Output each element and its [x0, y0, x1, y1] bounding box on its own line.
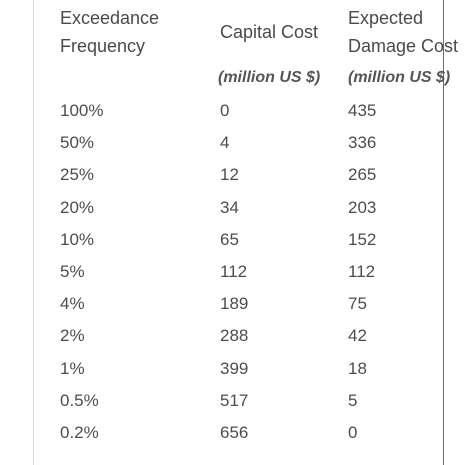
- cell-expected-damage-cost: 5: [348, 390, 358, 410]
- table-row: 2% 288 42: [0, 320, 474, 352]
- right-border: [443, 0, 444, 465]
- table-row: 25% 12 265: [0, 159, 474, 191]
- cell-expected-damage-cost: 435: [348, 101, 377, 120]
- cell-exceedance-frequency: 2%: [60, 326, 85, 346]
- table-row: 5% 112 112: [0, 256, 474, 288]
- left-border: [33, 0, 34, 465]
- cell-exceedance-frequency: 100%: [60, 101, 104, 120]
- cell-expected-damage-cost: 18: [348, 358, 367, 378]
- cell-expected-damage-cost: 152: [348, 229, 377, 249]
- cell-exceedance-frequency: 10%: [60, 229, 95, 249]
- cell-expected-damage-cost: 0: [348, 423, 358, 442]
- cell-capital-cost: 288: [220, 326, 249, 346]
- table-row: 1% 399 18: [0, 353, 474, 385]
- table-row: 0.2% 656 0: [0, 417, 474, 449]
- cell-expected-damage-cost: 42: [348, 326, 367, 346]
- cell-exceedance-frequency: 4%: [60, 294, 85, 314]
- cell-exceedance-frequency: 50%: [60, 133, 95, 153]
- cell-expected-damage-cost: 203: [348, 197, 377, 217]
- table-row: 100% 0 435: [0, 95, 474, 127]
- cell-capital-cost: 65: [220, 229, 239, 249]
- cell-capital-cost: 399: [220, 358, 249, 378]
- header-damage-cost: Damage Cost: [348, 36, 459, 56]
- cell-expected-damage-cost: 75: [348, 294, 367, 314]
- cell-exceedance-frequency: 20%: [60, 197, 95, 217]
- table-row: 20% 34 203: [0, 192, 474, 224]
- header-expected: Expected: [348, 8, 424, 28]
- cell-capital-cost: 34: [220, 197, 239, 217]
- header-frequency: Frequency: [60, 36, 146, 56]
- cell-exceedance-frequency: 1%: [60, 358, 85, 378]
- cell-expected-damage-cost: 112: [348, 262, 376, 281]
- cell-capital-cost: 112: [220, 262, 248, 281]
- header-capital-unit: (million US $): [218, 69, 321, 86]
- table-row: 10% 65 152: [0, 224, 474, 256]
- cell-capital-cost: 12: [220, 165, 239, 185]
- cell-exceedance-frequency: 0.5%: [60, 390, 99, 410]
- header-exceedance: Exceedance: [60, 8, 160, 28]
- cell-exceedance-frequency: 5%: [60, 262, 85, 281]
- cell-capital-cost: 4: [220, 133, 230, 153]
- cell-capital-cost: 517: [220, 390, 249, 410]
- cell-exceedance-frequency: 25%: [60, 165, 95, 185]
- cell-expected-damage-cost: 265: [348, 165, 377, 185]
- cell-capital-cost: 189: [220, 294, 249, 314]
- cell-exceedance-frequency: 0.2%: [60, 423, 99, 442]
- cell-expected-damage-cost: 336: [348, 133, 377, 153]
- cell-capital-cost: 0: [220, 101, 230, 120]
- cell-capital-cost: 656: [220, 423, 249, 442]
- table-row: 0.5% 517 5: [0, 385, 474, 417]
- header-capital-cost: Capital Cost: [220, 22, 319, 42]
- header-damage-unit: (million US $): [348, 69, 451, 86]
- table-row: 4% 189 75: [0, 288, 474, 320]
- table-row: 50% 4 336: [0, 127, 474, 159]
